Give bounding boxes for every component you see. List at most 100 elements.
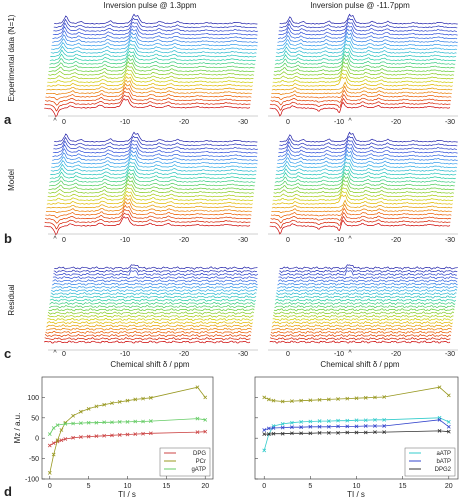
spectrum-trace <box>44 340 251 344</box>
spectrum-trace <box>276 292 457 296</box>
panel-letter-d: d <box>4 484 12 499</box>
ylabel-experimental: Experimental data (N=1) <box>7 14 16 101</box>
xticks-left: 0 5 10 15 20 <box>48 476 209 490</box>
spectrum-trace <box>48 305 255 309</box>
data-point <box>446 393 451 398</box>
spectrum-trace <box>51 39 258 51</box>
data-point <box>317 431 322 435</box>
data-point <box>141 396 145 401</box>
spectrum-trace <box>274 53 456 65</box>
spectrum-trace <box>51 288 258 293</box>
tick-0: 0 <box>286 351 290 358</box>
spectrum-trace <box>47 318 254 321</box>
spectrum-trace <box>52 146 258 158</box>
spectrum-trace <box>275 165 457 176</box>
spectrum-trace <box>273 60 455 73</box>
spectrum-trace <box>53 270 259 276</box>
panel-d-right: TI / s 0 5 10 15 20 aATP bATP DPG2 <box>254 376 459 499</box>
spectrum-trace <box>271 324 453 328</box>
tick-0: 0 <box>62 237 66 244</box>
spectrum-trace <box>46 194 253 205</box>
spectrum-trace <box>48 308 255 312</box>
spectrum-trace <box>279 267 458 273</box>
spectrum-trace <box>44 333 252 338</box>
xlabel-ti-left: TI / s <box>118 490 136 499</box>
data-point <box>271 431 276 436</box>
spectral-axis-a-left: ^ 0 -10 -20 -30 <box>53 118 248 126</box>
data-point <box>326 419 331 423</box>
spectrum-trace <box>270 93 452 106</box>
spectrum-trace <box>45 330 252 334</box>
spectrum-trace <box>47 69 254 80</box>
data-point <box>308 431 313 436</box>
data-point <box>299 398 304 403</box>
xtick-label: 5 <box>87 483 91 490</box>
data-point <box>110 401 114 405</box>
spectrum-trace <box>54 264 258 270</box>
spectrum-trace <box>270 89 452 101</box>
spectrum-trace <box>51 285 258 289</box>
spectrum-trace <box>45 86 252 101</box>
xtick-label: 0 <box>48 483 52 490</box>
spectra-b-left <box>44 131 258 236</box>
data-point <box>363 424 368 428</box>
data-point <box>373 430 377 434</box>
panel-d-left: Mz / a.u. TI / s 0 5 10 15 20 -100-50050100 … <box>13 376 214 499</box>
spectrum-trace <box>275 47 457 58</box>
data-point <box>271 398 276 403</box>
spectrum-trace <box>53 267 258 273</box>
data-point <box>317 419 322 423</box>
spectrum-trace <box>49 53 256 65</box>
spectrum-trace <box>45 327 252 331</box>
data-point <box>133 397 138 402</box>
spectrum-trace <box>50 47 257 58</box>
data-point <box>363 430 368 435</box>
spectrum-trace <box>53 139 258 150</box>
ytick-label: 50 <box>31 415 39 422</box>
spectrum-trace <box>277 285 458 289</box>
xtick-label: 20 <box>201 483 209 490</box>
data-point <box>336 397 340 401</box>
legend-label: DPG <box>193 451 206 457</box>
data-point <box>117 419 122 424</box>
data-point <box>78 409 83 414</box>
spectrum-trace <box>276 161 457 172</box>
spectrum-trace <box>273 183 455 194</box>
spectrum-trace <box>278 275 458 280</box>
data-point <box>299 425 304 430</box>
spectrum-trace <box>52 279 258 283</box>
spectrum-trace <box>274 171 456 183</box>
xtick-label: 10 <box>124 483 132 490</box>
data-point <box>47 443 52 448</box>
xticks-right: 0 5 10 15 20 <box>262 476 453 490</box>
spectrum-trace <box>51 282 258 286</box>
spectrum-trace <box>279 135 458 147</box>
tick-30: -30 <box>445 351 455 358</box>
tick-20: -20 <box>391 119 401 126</box>
data-point <box>354 396 359 401</box>
spectrum-trace <box>269 337 451 341</box>
spectrum-trace <box>275 298 456 302</box>
spectrum-trace <box>275 50 456 62</box>
data-point <box>446 419 451 424</box>
spectral-axis-b-left: ^ 0 -10 -20 -30 <box>53 236 248 244</box>
data-point <box>133 419 138 424</box>
spectrum-trace <box>53 135 257 147</box>
data-point <box>317 397 322 402</box>
spectrum-trace <box>44 208 252 224</box>
data-point <box>345 430 350 435</box>
data-point <box>262 448 267 453</box>
title-right: Inversion pulse @ -11.7ppm <box>310 1 410 10</box>
tick-30: -30 <box>238 237 248 244</box>
spectrum-trace <box>270 330 452 334</box>
xlabel-left: Chemical shift δ / ppm <box>110 360 189 369</box>
data-point <box>290 425 294 430</box>
spectrum-trace <box>274 175 455 187</box>
spectrum-trace <box>278 139 457 150</box>
data-point <box>382 417 387 422</box>
data-point <box>280 422 285 426</box>
tick-10: -10 <box>120 119 130 126</box>
spectrum-trace <box>45 200 252 213</box>
yticks-left: -100 -50 0 50 100 <box>25 395 45 484</box>
data-point <box>47 470 52 475</box>
